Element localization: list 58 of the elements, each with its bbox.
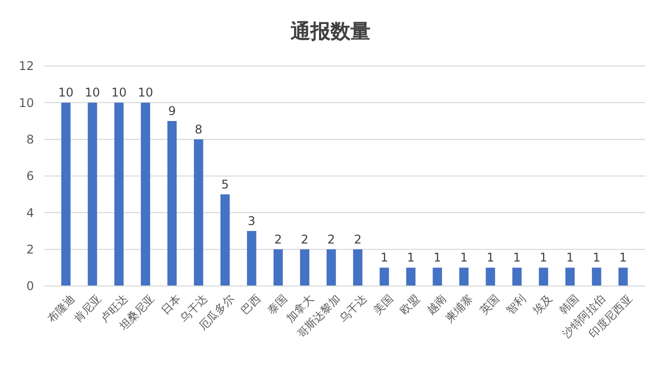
y-tick-label: 2 [26, 242, 34, 257]
data-label: 1 [434, 250, 442, 265]
data-label: 8 [194, 122, 202, 136]
bar [246, 231, 256, 286]
bar [459, 268, 469, 286]
bar [274, 249, 283, 286]
bar [406, 268, 416, 286]
bar [194, 139, 204, 286]
bar [167, 121, 177, 286]
bar [114, 102, 124, 286]
data-label: 1 [540, 250, 548, 265]
y-tick-label: 10 [18, 96, 34, 110]
bar [592, 268, 602, 286]
data-label: 5 [221, 177, 229, 192]
data-label: 10 [138, 86, 154, 100]
bar [380, 268, 389, 286]
data-label: 2 [354, 232, 362, 246]
bar [326, 249, 336, 286]
bar [432, 268, 442, 286]
y-tick-label: 0 [26, 279, 34, 294]
bar [140, 102, 150, 286]
x-tick-label: 智利 [504, 292, 529, 318]
bar [565, 268, 575, 286]
data-label: 9 [168, 104, 176, 118]
x-tick-label: 美国 [371, 292, 396, 318]
y-tick-label: 8 [26, 132, 34, 147]
x-tick-label: 埃及 [530, 292, 556, 318]
data-label: 1 [592, 250, 600, 265]
data-label: 2 [300, 232, 309, 246]
bar [486, 268, 496, 286]
y-tick-label: 6 [26, 169, 34, 184]
bar [618, 268, 628, 286]
data-label: 2 [274, 232, 282, 246]
data-label: 2 [327, 232, 336, 246]
data-label: 1 [380, 250, 388, 265]
bar [88, 102, 98, 286]
chart-title: 通报数量 [290, 19, 370, 43]
data-label: 10 [58, 86, 74, 100]
data-label: 1 [566, 250, 574, 265]
bar [61, 102, 71, 286]
bar [538, 268, 548, 286]
x-tick-label: 欧盟 [398, 292, 422, 318]
bar [353, 249, 362, 286]
data-label: 1 [513, 250, 521, 265]
data-label: 10 [111, 86, 127, 100]
x-tick-label: 巴西 [238, 292, 264, 318]
data-label: 10 [84, 86, 100, 100]
bar [300, 249, 310, 286]
bar [512, 268, 522, 286]
y-tick-label: 4 [26, 206, 34, 220]
data-label: 3 [248, 214, 256, 228]
y-tick-label: 12 [18, 59, 34, 74]
data-label: 1 [486, 250, 494, 265]
data-label: 1 [407, 250, 415, 265]
data-label: 1 [619, 250, 627, 265]
data-label: 1 [460, 250, 468, 265]
bar [220, 194, 230, 286]
x-tick-label: 英国 [477, 292, 502, 318]
